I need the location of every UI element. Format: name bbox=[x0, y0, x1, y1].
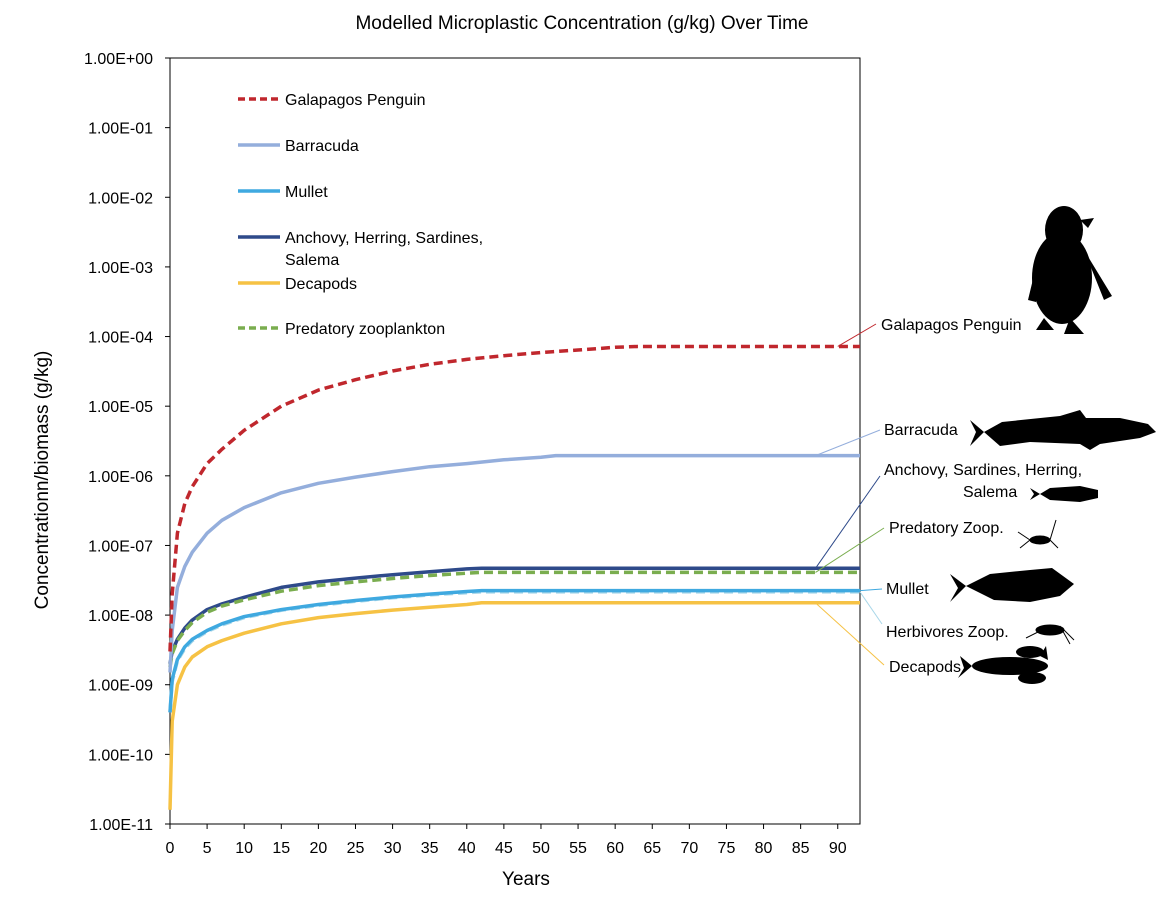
x-tick-label: 60 bbox=[606, 840, 624, 857]
x-axis-ticks: 0 5 10 15 20 25 30 35 40 45 50 55 60 65 70 75 80 85 90 bbox=[166, 824, 847, 857]
annotation-label: Decapods bbox=[889, 659, 961, 676]
x-tick-label: 65 bbox=[643, 840, 661, 857]
legend: Galapagos Penguin Barracuda Mullet Anchovy,… bbox=[238, 92, 483, 338]
series-line bbox=[168, 588, 860, 713]
annotation-label: Herbivores Zoop. bbox=[886, 624, 1009, 641]
annotation-leader bbox=[815, 602, 885, 666]
y-tick-label: 1.00E-05 bbox=[88, 399, 153, 416]
x-tick-label: 75 bbox=[718, 840, 736, 857]
series-lines bbox=[168, 344, 860, 810]
y-axis-label: Concentrationn/biomass (g/kg) bbox=[32, 351, 53, 610]
annotation-label: Galapagos Penguin bbox=[881, 317, 1022, 334]
barracuda-silhouette-icon bbox=[970, 410, 1156, 450]
x-tick-label: 5 bbox=[203, 840, 212, 857]
annotation-label: Predatory Zoop. bbox=[889, 520, 1004, 537]
y-tick-label: 1.00E-06 bbox=[88, 469, 153, 486]
x-tick-label: 50 bbox=[532, 840, 550, 857]
series-line bbox=[168, 570, 860, 668]
annotation-label: Mullet bbox=[886, 581, 929, 598]
x-tick-label: 25 bbox=[347, 840, 365, 857]
legend-label: Decapods bbox=[285, 276, 357, 293]
y-tick-label: 1.00E+00 bbox=[84, 51, 153, 68]
x-tick-label: 35 bbox=[421, 840, 439, 857]
x-tick-label: 10 bbox=[235, 840, 253, 857]
series-line bbox=[168, 344, 860, 652]
annotation-leader bbox=[837, 323, 877, 347]
herbivore-zooplankton-silhouette-icon bbox=[1025, 624, 1075, 645]
annotation-leader bbox=[859, 588, 883, 592]
lobster-silhouette-icon bbox=[958, 646, 1048, 684]
annotation-label: Barracuda bbox=[884, 422, 958, 439]
y-tick-label: 1.00E-02 bbox=[88, 190, 153, 207]
x-tick-label: 0 bbox=[166, 840, 175, 857]
x-tick-label: 85 bbox=[792, 840, 810, 857]
chart-title: Modelled Microplastic Concentration (g/k… bbox=[355, 13, 808, 34]
y-tick-label: 1.00E-10 bbox=[88, 747, 153, 764]
y-axis-ticks: 1.00E+00 1.00E-01 1.00E-02 1.00E-03 1.00E-04… bbox=[84, 51, 170, 834]
series-line bbox=[168, 566, 860, 665]
mullet-silhouette-icon bbox=[950, 568, 1074, 602]
legend-label: Barracuda bbox=[285, 138, 359, 155]
penguin-silhouette-icon bbox=[1028, 206, 1112, 334]
animal-silhouettes bbox=[950, 206, 1156, 684]
annotation-leader bbox=[815, 527, 885, 573]
y-tick-label: 1.00E-07 bbox=[88, 538, 153, 555]
annotation-label: Anchovy, Sardines, Herring, bbox=[884, 462, 1082, 479]
legend-label: Salema bbox=[285, 252, 339, 269]
x-tick-label: 30 bbox=[384, 840, 402, 857]
y-tick-label: 1.00E-08 bbox=[88, 608, 153, 625]
series-line bbox=[168, 453, 860, 673]
y-tick-label: 1.00E-11 bbox=[89, 817, 153, 834]
x-tick-label: 55 bbox=[569, 840, 587, 857]
legend-label: Anchovy, Herring, Sardines, bbox=[285, 230, 483, 247]
anchovy-silhouette-icon bbox=[1030, 486, 1098, 502]
x-tick-label: 70 bbox=[680, 840, 698, 857]
legend-label: Mullet bbox=[285, 184, 328, 201]
x-tick-label: 80 bbox=[755, 840, 773, 857]
x-tick-label: 90 bbox=[829, 840, 847, 857]
legend-label: Predatory zooplankton bbox=[285, 321, 445, 338]
annotations: Galapagos Penguin Barracuda Anchovy, Sardi… bbox=[881, 317, 1082, 676]
series-line bbox=[168, 601, 860, 810]
annotation-leader bbox=[815, 429, 881, 457]
x-axis-label: Years bbox=[502, 869, 550, 890]
y-tick-label: 1.00E-01 bbox=[88, 121, 153, 138]
plot-area bbox=[169, 57, 861, 825]
annotation-leader bbox=[815, 475, 881, 569]
y-tick-label: 1.00E-09 bbox=[88, 678, 153, 695]
x-tick-label: 45 bbox=[495, 840, 513, 857]
annotation-leaders bbox=[815, 323, 885, 666]
annotation-leader bbox=[859, 591, 883, 625]
x-tick-label: 40 bbox=[458, 840, 476, 857]
x-tick-label: 20 bbox=[309, 840, 327, 857]
x-tick-label: 15 bbox=[272, 840, 290, 857]
y-tick-label: 1.00E-04 bbox=[88, 330, 153, 347]
annotation-label: Salema bbox=[963, 484, 1017, 501]
y-tick-label: 1.00E-03 bbox=[88, 260, 153, 277]
legend-label: Galapagos Penguin bbox=[285, 92, 426, 109]
predatory-zooplankton-silhouette-icon bbox=[1017, 519, 1059, 549]
